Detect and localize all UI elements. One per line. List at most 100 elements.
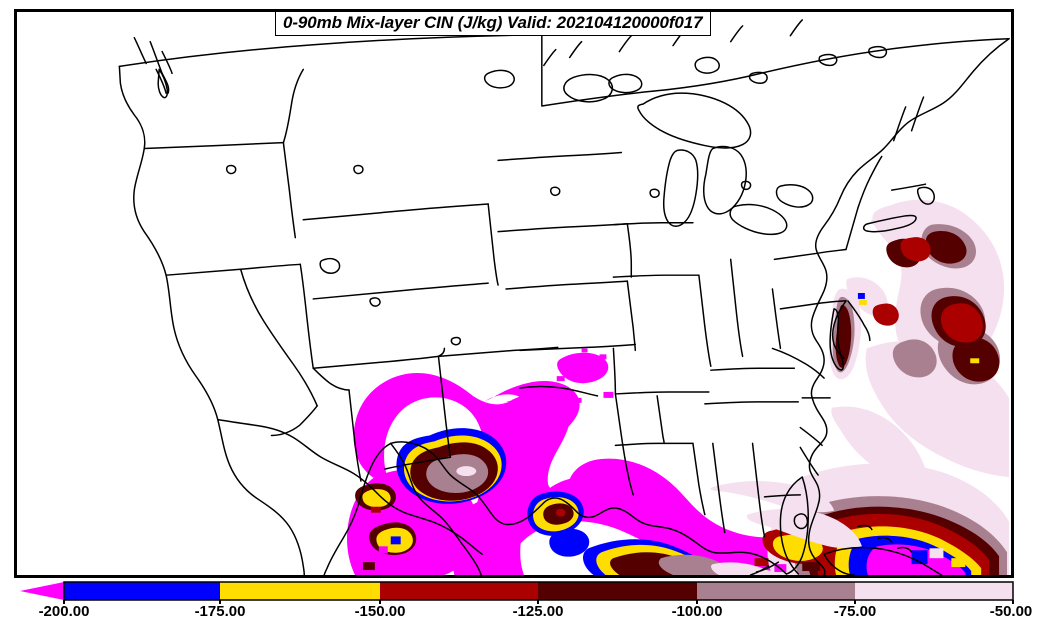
colorbar-tick-label-3: -150.00 bbox=[354, 603, 406, 620]
coast-atlantic-se bbox=[807, 397, 828, 575]
state-border-pa-md bbox=[779, 300, 847, 310]
shade-houston-core bbox=[555, 508, 566, 517]
state-border-me-nh bbox=[910, 96, 925, 132]
state-border-ks-mo bbox=[626, 280, 637, 352]
lake-superior bbox=[637, 92, 752, 149]
state-border-ca-az bbox=[270, 405, 318, 437]
shade-swtx-blue-pip bbox=[390, 536, 401, 545]
misc-water-1 bbox=[369, 297, 381, 307]
canada-lake-5 bbox=[818, 53, 838, 67]
shade-keys-darkred-1 bbox=[802, 562, 821, 572]
colorbar-tick-label-6: -75.00 bbox=[833, 603, 877, 620]
colorbar-tick-label-4: -125.00 bbox=[512, 603, 564, 620]
state-border-ny-ne bbox=[845, 177, 871, 251]
state-border-ne-ia bbox=[626, 223, 633, 278]
state-border-mt-wy bbox=[302, 203, 489, 221]
colorbar-band-darkred bbox=[538, 582, 697, 600]
state-border-nm-tx-s bbox=[384, 456, 452, 470]
coast-florida-lake bbox=[793, 513, 809, 530]
misc-water-5 bbox=[353, 164, 364, 175]
state-border-al-ga bbox=[751, 442, 766, 538]
shade-atlantic-brick-2 bbox=[941, 303, 983, 343]
map-frame bbox=[14, 9, 1014, 578]
canada-lake-6 bbox=[868, 45, 888, 59]
colorbar-tick-label-1: -200.00 bbox=[38, 603, 90, 620]
shade-ok-pip-1 bbox=[556, 376, 565, 382]
shade-ok-pip-2 bbox=[599, 354, 607, 360]
shade-texas-pale-pip bbox=[456, 466, 477, 477]
colorbar-swatches bbox=[20, 581, 1014, 604]
shade-panhandle-magenta bbox=[504, 399, 553, 478]
geography-layer bbox=[118, 19, 1010, 575]
state-border-ok-tx bbox=[519, 385, 599, 397]
border-usa-canada bbox=[118, 34, 654, 107]
shade-swtx-darkred-pip bbox=[362, 562, 375, 571]
island-bahamas bbox=[857, 524, 913, 553]
state-border-sc-ga bbox=[799, 446, 819, 476]
state-border-ut-co bbox=[312, 355, 440, 369]
shade-keys-brick-1 bbox=[754, 558, 769, 567]
colorbar-band-mauve bbox=[697, 582, 855, 600]
state-border-nm-tx bbox=[437, 355, 452, 458]
shade-atlantic-yellow-pip-2 bbox=[858, 299, 867, 305]
border-canada-east bbox=[652, 37, 1010, 92]
state-border-nv-az bbox=[312, 367, 350, 391]
state-border-ca-nv bbox=[239, 268, 318, 407]
canada-lake-1 bbox=[608, 73, 643, 94]
lake-michigan bbox=[662, 149, 699, 227]
canada-lake-4 bbox=[748, 71, 768, 84]
shade-cuba-yellow-pip bbox=[951, 558, 966, 568]
state-border-md-de-coast bbox=[831, 300, 847, 360]
chesapeake-bay bbox=[829, 308, 844, 371]
state-border-ks-ok bbox=[519, 343, 637, 352]
state-border-ny-vt bbox=[869, 155, 883, 179]
shade-swtx-magenta-pip bbox=[378, 546, 388, 554]
state-border-nh-vt bbox=[892, 106, 907, 142]
colorbar-ticks bbox=[63, 600, 1014, 604]
shade-atlantic-mauve-4 bbox=[892, 339, 937, 378]
shade-atlantic-blue-pip bbox=[857, 293, 865, 299]
coast-florida bbox=[779, 476, 809, 575]
state-border-ar-la bbox=[614, 442, 694, 447]
map-title-text: 0-90mb Mix-layer CIN (J/kg) Valid: 20210… bbox=[283, 13, 703, 32]
state-border-oh-pa bbox=[771, 288, 782, 350]
state-border-nj-de bbox=[847, 300, 871, 342]
state-border-nv-ut bbox=[299, 263, 314, 369]
state-border-sd-ne bbox=[497, 223, 629, 233]
long-island bbox=[862, 214, 917, 233]
border-mexico-rio-grande bbox=[389, 442, 482, 575]
misc-water-3 bbox=[549, 186, 561, 197]
lake-huron bbox=[702, 145, 747, 215]
colorbar-band-blue bbox=[64, 582, 220, 600]
lake-erie bbox=[729, 203, 788, 236]
shade-swtx-brick-pip bbox=[370, 506, 381, 513]
coast-florida-keys bbox=[749, 561, 780, 575]
state-border-nc-sc bbox=[799, 426, 823, 447]
shade-ok-magenta-2 bbox=[567, 363, 601, 381]
state-border-il-in bbox=[698, 274, 712, 367]
state-border-id-w bbox=[282, 141, 297, 239]
state-border-wv-va bbox=[771, 347, 825, 379]
misc-water-2 bbox=[450, 336, 462, 346]
state-border-mo-ar bbox=[614, 391, 710, 395]
colorbar-tick-label-2: -175.00 bbox=[194, 603, 246, 620]
map-title-box: 0-90mb Mix-layer CIN (J/kg) Valid: 20210… bbox=[275, 11, 711, 36]
shade-se-magenta-speck-2 bbox=[573, 397, 582, 403]
state-border-in-oh bbox=[729, 258, 744, 358]
state-border-wy-co bbox=[312, 282, 489, 300]
colorbar-band-brick bbox=[380, 582, 538, 600]
border-usa-mexico bbox=[217, 418, 483, 555]
misc-water-6 bbox=[649, 188, 660, 199]
shade-se-magenta-speck-1 bbox=[603, 391, 614, 398]
coast-puget-detail bbox=[157, 68, 169, 99]
shade-atlantic-yellow-pip bbox=[970, 358, 980, 364]
shade-swtx-yellow-1 bbox=[362, 489, 391, 508]
state-border-ms-al bbox=[712, 442, 726, 534]
colorbar-band-pale bbox=[855, 582, 1013, 600]
cin-shading-layer bbox=[347, 199, 1010, 575]
coast-mexico-east bbox=[323, 442, 392, 575]
shade-gulfcoast-blue bbox=[549, 528, 590, 557]
state-border-ok-ar bbox=[612, 347, 617, 395]
state-border-tx-la bbox=[614, 393, 635, 496]
